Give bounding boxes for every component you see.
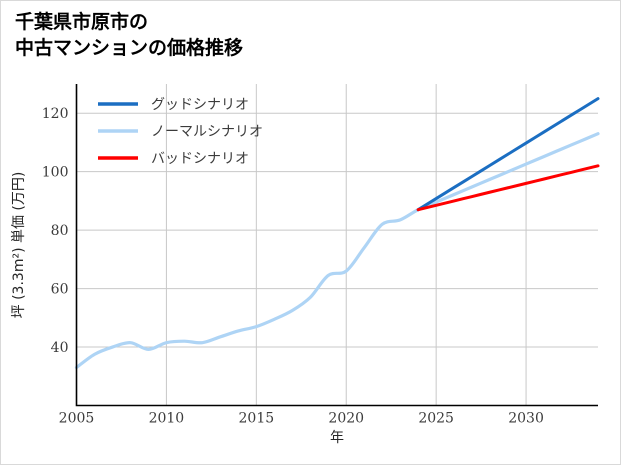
y-tick-labels: 40 60 80 100 120: [42, 106, 69, 356]
legend-label-1: ノーマルシナリオ: [151, 124, 263, 140]
axis-spines: [75, 84, 598, 407]
y-tick-label: 80: [51, 223, 69, 239]
x-tick-labels: 2005 2010 2015 2020 2025 2030: [59, 411, 544, 427]
y-axis-title: 坪 (3.3m²) 単価 (万円): [11, 172, 27, 319]
series-group: [74, 97, 600, 370]
series-line-2: [416, 164, 600, 212]
x-tick-label: 2020: [328, 411, 364, 427]
axis-titles-group: 年 坪 (3.3m²) 単価 (万円): [11, 172, 344, 446]
series-line-1: [74, 132, 600, 370]
chart-title-line-2: 中古マンションの価格推移: [15, 37, 244, 59]
axis-spine-path: [75, 84, 598, 407]
gridlines-group: [76, 84, 598, 406]
x-tick-label: 2030: [508, 411, 544, 427]
y-tick-label: 100: [42, 165, 69, 181]
legend-label-0: グッドシナリオ: [151, 97, 249, 113]
x-tick-label: 2005: [59, 411, 95, 427]
x-axis-title: 年: [330, 430, 344, 446]
x-tick-label: 2015: [239, 411, 275, 427]
chart-title: 千葉県市原市の 中古マンションの価格推移: [15, 9, 575, 61]
x-tick-label: 2025: [418, 411, 454, 427]
y-tick-label: 40: [51, 340, 69, 356]
y-tick-label: 120: [42, 106, 69, 122]
series-line-0: [416, 97, 600, 212]
y-tick-label: 60: [51, 282, 69, 298]
legend-label-2: バッドシナリオ: [151, 151, 249, 167]
chart-title-line-1: 千葉県市原市の: [15, 11, 149, 33]
x-tick-label: 2010: [149, 411, 185, 427]
